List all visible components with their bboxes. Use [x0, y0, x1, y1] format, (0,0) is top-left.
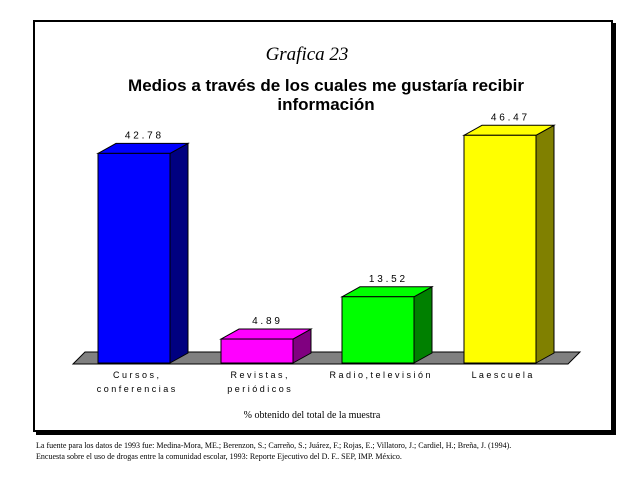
bar-value-label: 4 2 . 7 8 [125, 130, 162, 141]
bar-front [341, 296, 415, 364]
bar-front [97, 152, 171, 364]
bar-value-label: 4 . 8 9 [252, 316, 280, 327]
bar-1: 4 2 . 7 8 [96, 130, 190, 364]
bar-front [463, 134, 537, 364]
bar-front [220, 338, 294, 364]
category-label: p e r i ó d i c o s [227, 384, 291, 394]
category-label: R a d i o , t e l e v i s i ó n [329, 370, 430, 380]
category-label: c o n f e r e n c i a s [97, 384, 176, 394]
bar-2: 4 . 8 9 [219, 316, 313, 364]
category-label: L a e s c u e l a [472, 370, 533, 380]
category-label: R e v i s t a s , [230, 370, 287, 380]
source-line-2: Encuesta sobre el uso de drogas entre la… [36, 452, 402, 461]
bar-value-label: 4 6 . 4 7 [491, 112, 528, 123]
chart-floor [71, 351, 582, 365]
category-label: C u r s o s , [113, 370, 159, 380]
bar-side [535, 124, 555, 364]
category-labels-group: C u r s o s , c o n f e r e n c i a s R e … [97, 370, 533, 394]
x-axis-label: % obtenido del total de la muestra [244, 410, 381, 421]
chart-supertitle: Grafica 23 [266, 44, 349, 65]
bar-side [413, 285, 433, 364]
bar-value-label: 1 3 . 5 2 [369, 274, 406, 285]
chart-title-line-2: información [277, 95, 374, 114]
chart-title-line-1: Medios a través de los cuales me gustarí… [128, 76, 524, 95]
bars-group: 4 2 . 7 8 4 . 8 9 1 3 . 5 2 4 6 . 4 7 [96, 112, 556, 364]
source-line-1: La fuente para los datos de 1993 fue: Me… [36, 441, 512, 450]
bar-3: 1 3 . 5 2 [340, 274, 434, 364]
source-note: La fuente para los datos de 1993 fue: Me… [36, 440, 616, 462]
bar-side [169, 142, 189, 364]
bar-4: 4 6 . 4 7 [462, 112, 556, 364]
